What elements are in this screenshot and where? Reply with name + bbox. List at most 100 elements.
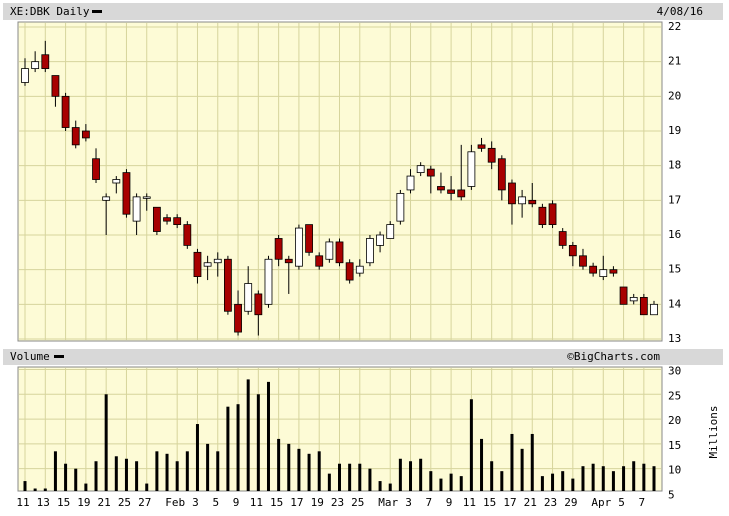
candle-body: [213, 258, 222, 264]
candle-body: [406, 175, 415, 191]
source: ©BigCharts.com: [567, 350, 660, 363]
volume-bar: [256, 394, 260, 491]
candle-body: [92, 158, 100, 180]
y-tick-label: 16: [668, 228, 681, 241]
volume-bar: [348, 463, 352, 491]
volume-bar: [206, 443, 210, 491]
candle-body: [487, 147, 496, 163]
candle-body: [599, 269, 608, 277]
legend-swatch: [54, 355, 64, 358]
volume-bar: [236, 404, 240, 491]
volume-bar: [84, 483, 88, 491]
y-tick-label: 18: [668, 159, 681, 172]
y-tick-label: 17: [668, 193, 681, 206]
volume-bar: [246, 379, 250, 491]
candle-body: [183, 224, 192, 246]
candle-body: [163, 217, 171, 222]
x-tick-label: 7: [639, 496, 646, 509]
candle-body: [152, 206, 161, 232]
x-tick-label: 11: [16, 496, 29, 509]
y-tick-label: 20: [668, 89, 681, 102]
candle-body: [589, 265, 598, 274]
x-tick-label: 3: [192, 496, 199, 509]
volume-bar: [551, 473, 555, 491]
y-tick-label: 21: [668, 55, 681, 68]
x-tick-label: 17: [503, 496, 516, 509]
volume-bar: [104, 394, 108, 491]
candle-body: [31, 61, 40, 70]
volume-bar: [419, 458, 423, 491]
volume-header: [3, 349, 723, 365]
candle-body: [619, 286, 628, 305]
x-tick-label: 27: [138, 496, 151, 509]
volume-bar: [632, 461, 636, 491]
candle-body: [21, 68, 29, 83]
candle-body: [315, 255, 324, 267]
volume-bar: [114, 456, 118, 491]
volume-bar: [216, 451, 220, 491]
x-tick-label: 13: [37, 496, 50, 509]
volume-bar: [490, 461, 494, 491]
volume-bar: [388, 483, 392, 491]
volume-bar: [145, 483, 149, 491]
candle-body: [203, 262, 212, 267]
volume-bar: [307, 453, 311, 491]
volume-bar: [500, 471, 504, 491]
x-tick-label: Apr: [591, 496, 611, 509]
y-tick-label: 19: [668, 124, 681, 137]
candle-body: [376, 234, 384, 246]
y-tick-label: 15: [668, 263, 681, 276]
volume-bar: [94, 461, 98, 491]
candle-body: [61, 95, 70, 128]
candle-body: [477, 144, 486, 149]
volume-bar: [449, 473, 453, 491]
volume-bar: [317, 451, 321, 491]
volume-bar: [155, 451, 159, 491]
volume-bar: [469, 399, 473, 491]
volume-bar: [398, 458, 402, 491]
candle-body: [142, 196, 151, 199]
volume-bar: [652, 466, 656, 491]
candle-body: [629, 296, 638, 302]
candle-body: [284, 258, 293, 264]
x-tick-label: 11: [463, 496, 476, 509]
candle-body: [325, 241, 334, 260]
chart-title: XE:DBK Daily: [10, 5, 90, 18]
volume-bar: [591, 463, 595, 491]
candle-body: [254, 293, 263, 316]
y-tick-label: 13: [668, 332, 681, 345]
volume-bar: [287, 443, 291, 491]
volume-bar: [368, 468, 372, 491]
x-tick-label: 29: [564, 496, 577, 509]
volume-bar: [266, 381, 270, 491]
candle-body: [416, 165, 425, 174]
volume-bar: [622, 466, 626, 491]
volume-bar: [581, 466, 585, 491]
volume-bar: [53, 451, 57, 491]
x-tick-label: 11: [250, 496, 263, 509]
x-tick-label: 5: [618, 496, 625, 509]
volume-bar: [124, 458, 128, 491]
volume-bar: [540, 476, 544, 491]
volume-bar: [571, 478, 575, 491]
x-tick-label: 3: [405, 496, 412, 509]
volume-bar: [480, 438, 484, 491]
chart-date: 4/08/16: [657, 5, 703, 18]
volume-bar: [185, 451, 189, 491]
candle-body: [51, 75, 60, 97]
y-tick-label: 15: [668, 439, 681, 452]
x-tick-label: 21: [524, 496, 537, 509]
volume-bar: [439, 478, 443, 491]
volume-bar: [195, 424, 199, 491]
candle-body: [538, 206, 547, 225]
volume-bar: [277, 438, 281, 491]
volume-bar: [74, 468, 78, 491]
candle-body: [295, 227, 303, 267]
volume-title: Volume: [10, 350, 50, 363]
volume-bar: [358, 463, 362, 491]
candle-body: [609, 269, 618, 274]
candle-body: [71, 127, 80, 146]
volume-bar: [175, 461, 179, 491]
candle-body: [81, 130, 90, 139]
candle-body: [639, 296, 648, 316]
